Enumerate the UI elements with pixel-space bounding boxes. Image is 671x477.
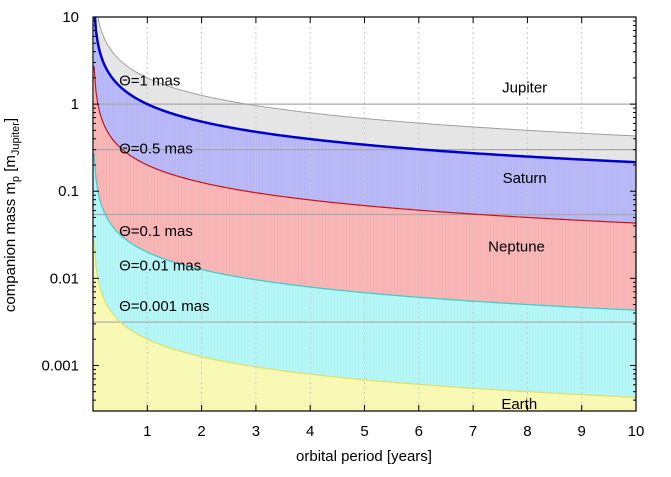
curve-label: Θ=0.001 mas [119, 298, 209, 315]
x-tick-label: 1 [143, 423, 151, 440]
x-tick-label: 2 [197, 423, 205, 440]
y-axis-label: companion mass mp [mJupiter] [2, 118, 22, 312]
x-tick-label: 4 [306, 423, 314, 440]
band-fill [94, 17, 636, 163]
curve-label: Θ=1 mas [119, 73, 180, 90]
x-axis-label: orbital period [years] [296, 448, 432, 465]
x-tick-label: 9 [578, 423, 586, 440]
x-tick-label: 5 [360, 423, 368, 440]
series-line [93, 17, 636, 164]
y-tick-label: 0.1 [58, 183, 79, 200]
x-tick-label: 6 [415, 423, 423, 440]
x-tick-label: 8 [523, 423, 531, 440]
series-line [93, 153, 636, 311]
series-line [97, 17, 636, 137]
curve-label: Θ=0.01 mas [119, 258, 201, 275]
x-tick-label: 3 [252, 423, 260, 440]
planet-label: Jupiter [502, 80, 547, 97]
y-tick-label: 1 [71, 96, 79, 113]
x-tick-label: 10 [628, 423, 645, 440]
planet-label: Saturn [503, 170, 547, 187]
curve-label: Θ=0.1 mas [119, 223, 193, 240]
band-fill [94, 66, 636, 311]
x-tick-label: 7 [469, 423, 477, 440]
y-tick-label: 10 [62, 9, 79, 26]
band-fill [94, 153, 636, 398]
band-fill [94, 17, 636, 224]
y-tick-label: 0.001 [41, 357, 79, 374]
y-tick-label: 0.01 [50, 270, 79, 287]
planet-label: Neptune [488, 238, 545, 255]
curve-label: Θ=0.5 mas [119, 140, 193, 157]
series-line [93, 240, 636, 398]
planet-label: Earth [501, 396, 537, 413]
series-line [93, 66, 636, 224]
band-fill [94, 240, 636, 411]
